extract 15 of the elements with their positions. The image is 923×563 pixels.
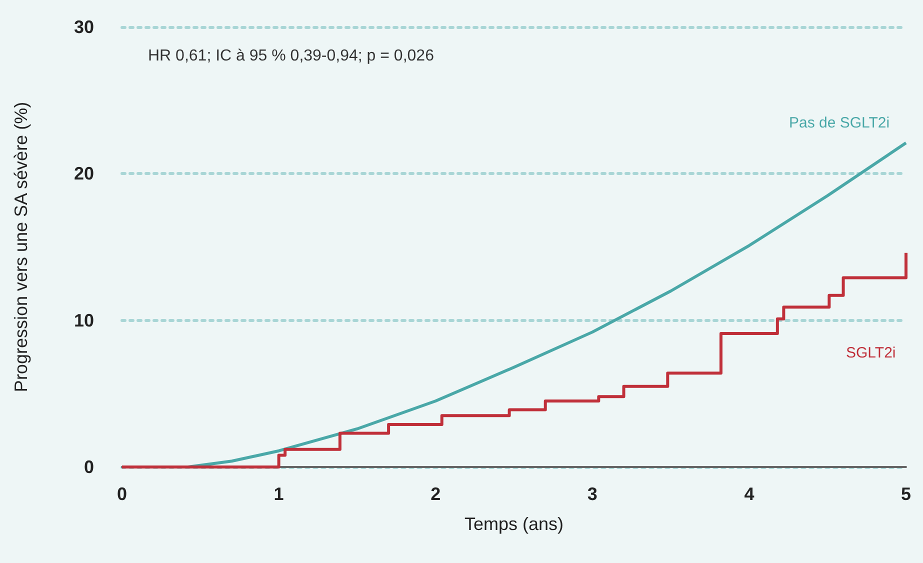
y-axis-title: Progression vers une SA sévère (%) (11, 102, 31, 392)
annotation: HR 0,61; IC à 95 % 0,39-0,94; p = 0,026 (148, 48, 434, 64)
x-tick-label: 0 (116, 484, 128, 504)
y-tick-label: 20 (74, 164, 94, 184)
text: SGLT2i (846, 344, 896, 362)
x-tick-label: 5 (900, 484, 912, 504)
x-tick-label: 2 (430, 484, 441, 504)
series-label: Pas de SGLT2i (789, 114, 890, 132)
x-tick-label: 1 (274, 484, 284, 504)
y-tick-label: 0 (84, 457, 94, 477)
y-tick-label: 30 (74, 17, 94, 37)
x-tick-label: 4 (744, 484, 754, 504)
y-tick-label: 10 (74, 310, 94, 330)
x-axis-title: Temps (ans) (464, 514, 564, 534)
x-tick-label: 3 (587, 484, 598, 504)
